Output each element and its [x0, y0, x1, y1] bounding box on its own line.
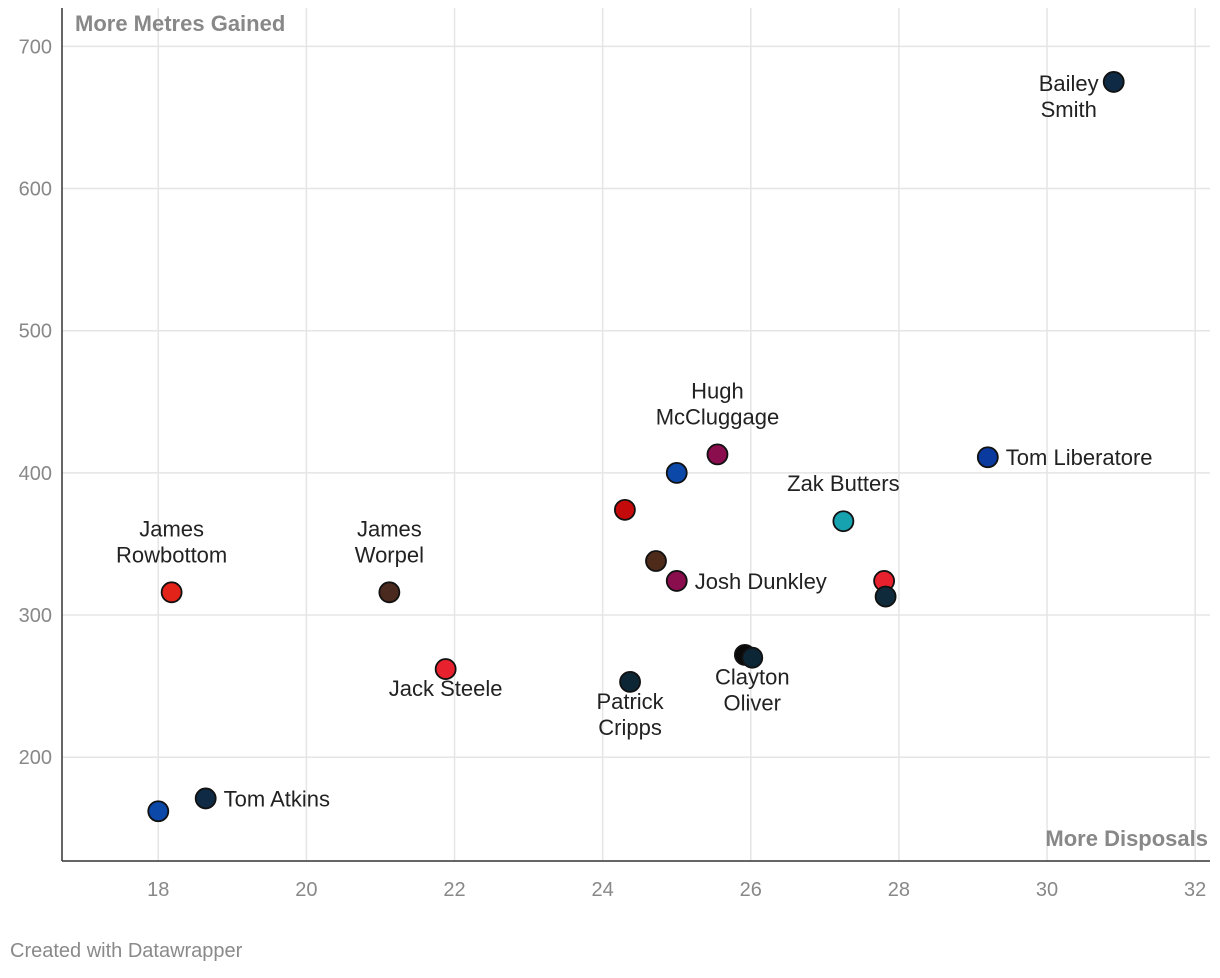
y-tick-label: 700 [19, 36, 52, 58]
x-tick-label: 28 [888, 879, 910, 901]
data-point[interactable] [378, 581, 401, 604]
point-label: Tom Liberatore [1006, 445, 1153, 470]
point-label: Hugh [691, 378, 744, 403]
x-tick-label: 30 [1036, 879, 1058, 901]
point-label: McCluggage [656, 404, 780, 429]
scatter-chart: 18 20 22 24 26 28 30 32 200 300 400 500 600 700 Baile… [19, 8, 1210, 901]
x-tick-label: 26 [740, 879, 762, 901]
point-label: Patrick [596, 689, 664, 714]
gridlines [62, 8, 1210, 861]
data-point[interactable] [160, 581, 183, 604]
point-label: Bailey [1039, 71, 1099, 96]
x-tick-label: 24 [592, 879, 614, 901]
credit-footer[interactable]: Created with Datawrapper [10, 940, 243, 962]
point-label: Cripps [598, 715, 662, 740]
data-point[interactable] [706, 443, 729, 466]
data-point[interactable] [665, 570, 688, 592]
y-tick-label: 600 [19, 179, 52, 201]
point-label: Worpel [355, 542, 424, 567]
point-label: Zak Butters [787, 471, 899, 496]
data-point[interactable] [194, 787, 217, 810]
data-point[interactable] [434, 658, 457, 680]
point-label: Rowbottom [116, 542, 227, 567]
data-point[interactable] [874, 585, 897, 608]
point-label: James [357, 516, 422, 541]
data-point[interactable] [832, 510, 855, 533]
data-point[interactable] [619, 670, 641, 693]
x-tick-label: 22 [443, 879, 465, 901]
y-tick-label: 400 [19, 463, 52, 485]
point-label: Oliver [724, 691, 781, 716]
data-point[interactable] [665, 461, 688, 484]
y-axis-title: More Metres Gained [75, 11, 285, 36]
point-label: Clayton [715, 665, 790, 690]
y-tick-label: 300 [19, 605, 52, 627]
y-tick-label: 200 [19, 747, 52, 769]
point-label: Josh Dunkley [695, 569, 827, 594]
point-label: Smith [1041, 97, 1097, 122]
x-axis-title: More Disposals [1045, 826, 1208, 851]
data-point[interactable] [147, 800, 170, 823]
point-label: James [139, 516, 204, 541]
data-point[interactable] [741, 646, 764, 669]
data-points [147, 71, 1125, 823]
x-tick-label: 32 [1184, 879, 1206, 901]
y-tick-label: 500 [19, 321, 52, 343]
data-point[interactable] [645, 550, 667, 572]
data-point[interactable] [613, 498, 636, 521]
point-label: Tom Atkins [224, 786, 330, 811]
x-tick-label: 18 [147, 879, 169, 901]
data-point[interactable] [976, 446, 999, 469]
axes: 18 20 22 24 26 28 30 32 200 300 400 500 600 700 [19, 8, 1210, 901]
data-point[interactable] [1102, 71, 1125, 93]
x-tick-label: 20 [295, 879, 317, 901]
point-label: Jack Steele [389, 676, 503, 701]
